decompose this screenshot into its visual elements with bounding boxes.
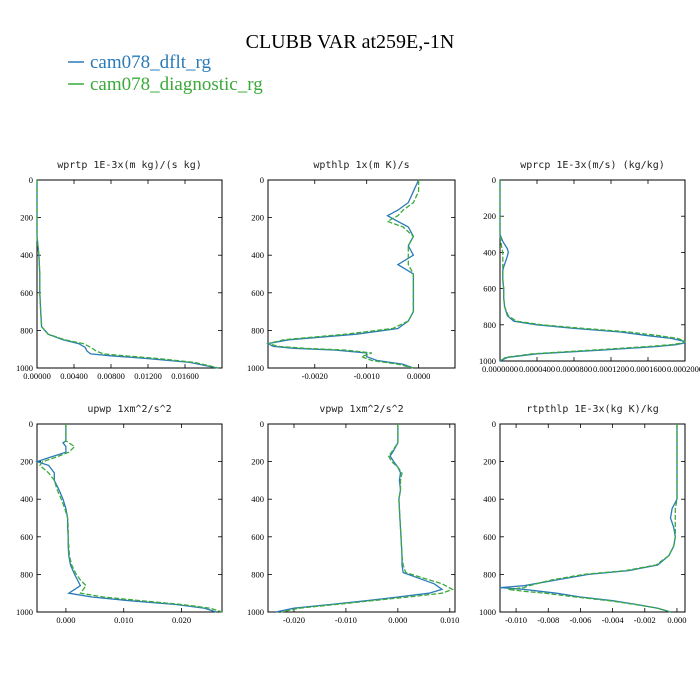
y-tick-label: 200 (20, 457, 33, 467)
y-tick-label: 400 (251, 250, 264, 260)
y-tick-label: 1000 (247, 607, 264, 617)
series-line-dflt (499, 180, 687, 362)
y-tick-label: 600 (483, 284, 496, 294)
y-tick-label: 600 (20, 532, 33, 542)
x-tick-label: 0.010 (440, 615, 459, 625)
y-tick-label: 400 (20, 250, 33, 260)
x-tick-label: -0.010 (505, 615, 527, 625)
x-tick-label: 0.0000800 (556, 364, 592, 374)
series-line-dflt (275, 424, 444, 613)
x-tick-label: 0.0000000 (482, 364, 518, 374)
panel-3: wprcp 1E-3x(m/s) (kg/kg) 0 200 400 600 800 100… (479, 160, 700, 374)
series-line-diagnostic (280, 424, 454, 613)
y-tick-label: 0 (492, 419, 496, 429)
x-tick-label: 0.0000400 (519, 364, 555, 374)
y-tick-label: 0 (492, 175, 496, 185)
y-tick-label: 0 (29, 175, 33, 185)
x-tick-label: 0.0002000 (667, 364, 700, 374)
x-tick-label: -0.002 (634, 615, 656, 625)
panel-5: vpwp 1xm^2/s^2 0 200 400 600 800 1000 -0.020 -0.… (247, 404, 459, 625)
x-tick-label: 0.0000 (407, 371, 430, 381)
series-line-dflt (36, 180, 218, 369)
x-tick-label: -0.008 (537, 615, 559, 625)
y-tick-label: 200 (251, 457, 264, 467)
x-tick-label: -0.006 (569, 615, 591, 625)
y-tick-label: 800 (251, 325, 264, 335)
series-line-diagnostic (39, 424, 223, 613)
series-line-diagnostic (499, 180, 687, 362)
panel-title: vpwp 1xm^2/s^2 (319, 404, 403, 415)
x-tick-label: 0.000 (667, 615, 686, 625)
y-tick-label: 800 (251, 569, 264, 579)
panel-2: wpthlp 1x(m K)/s 0 200 400 600 800 1000 -0.0020… (247, 160, 456, 381)
panel-title: wpthlp 1x(m K)/s (313, 160, 409, 171)
y-tick-label: 0 (260, 419, 264, 429)
y-tick-label: 0 (29, 419, 33, 429)
y-tick-label: 1000 (16, 607, 33, 617)
legend: cam078_dflt_rg cam078_diagnostic_rg (68, 52, 263, 95)
y-tick-label: 200 (483, 211, 496, 221)
x-tick-label: -0.010 (335, 615, 357, 625)
x-tick-label: -0.0010 (354, 371, 380, 381)
x-tick-label: 0.0001200 (593, 364, 629, 374)
plot-frame (267, 423, 456, 613)
y-tick-label: 1000 (247, 363, 264, 373)
plot-frame (499, 179, 686, 362)
panels: wprtp 1E-3x(m kg)/(s kg) 0 200 400 600 800 100… (16, 160, 700, 625)
y-tick-label: 800 (20, 569, 33, 579)
x-tick-label: 0.010 (114, 615, 133, 625)
x-tick-label: 0.00400 (60, 371, 88, 381)
y-tick-label: 400 (483, 247, 496, 257)
panel-title: wprcp 1E-3x(m/s) (kg/kg) (520, 160, 665, 171)
x-tick-label: 0.01600 (171, 371, 199, 381)
y-tick-label: 600 (251, 288, 264, 298)
series-line-diagnostic (267, 180, 420, 369)
y-tick-label: 800 (483, 320, 496, 330)
y-tick-label: 1000 (16, 363, 33, 373)
series-line-dflt (34, 424, 217, 613)
plot-frame (36, 423, 223, 613)
series-line-diagnostic (36, 180, 219, 369)
series-line-diagnostic (507, 424, 678, 613)
y-tick-label: 400 (20, 494, 33, 504)
y-tick-label: 600 (20, 288, 33, 298)
panel-title: upwp 1xm^2/s^2 (87, 404, 171, 415)
legend-label-diagnostic: cam078_diagnostic_rg (90, 74, 263, 95)
y-tick-label: 200 (251, 213, 264, 223)
y-tick-label: 400 (483, 494, 496, 504)
y-tick-label: 600 (251, 532, 264, 542)
x-tick-label: -0.020 (283, 615, 305, 625)
plot-frame (36, 179, 223, 369)
panel-title: wprtp 1E-3x(m kg)/(s kg) (57, 160, 202, 171)
x-tick-label: 0.020 (172, 615, 191, 625)
y-tick-label: 800 (483, 569, 496, 579)
x-tick-label: 0.000 (56, 615, 75, 625)
panel-title: rtpthlp 1E-3x(kg K)/kg (526, 404, 658, 415)
y-tick-label: 1000 (479, 356, 496, 366)
panel-1: wprtp 1E-3x(m kg)/(s kg) 0 200 400 600 800 100… (16, 160, 223, 381)
y-tick-label: 1000 (479, 607, 496, 617)
y-tick-label: 200 (483, 457, 496, 467)
x-tick-label: 0.000 (388, 615, 407, 625)
series-line-dflt (499, 424, 678, 613)
plot-frame (267, 179, 456, 369)
plot-frame (499, 423, 686, 613)
x-tick-label: -0.0020 (302, 371, 328, 381)
y-tick-label: 800 (20, 325, 33, 335)
y-tick-label: 0 (260, 175, 264, 185)
y-tick-label: 200 (20, 213, 33, 223)
legend-label-dflt: cam078_dflt_rg (90, 52, 212, 73)
y-tick-label: 600 (483, 532, 496, 542)
x-tick-label: -0.004 (602, 615, 625, 625)
x-tick-label: 0.00000 (23, 371, 51, 381)
x-tick-label: 0.0001600 (630, 364, 666, 374)
panel-6: rtpthlp 1E-3x(kg K)/kg02004006008001000-… (479, 404, 687, 625)
panel-4: upwp 1xm^2/s^2 0 200 400 600 800 1000 0.000 0.01… (16, 404, 223, 625)
figure-title: CLUBB VAR at259E,-1N (246, 31, 455, 53)
x-tick-label: 0.00800 (97, 371, 125, 381)
y-tick-label: 400 (251, 494, 264, 504)
x-tick-label: 0.01200 (134, 371, 162, 381)
